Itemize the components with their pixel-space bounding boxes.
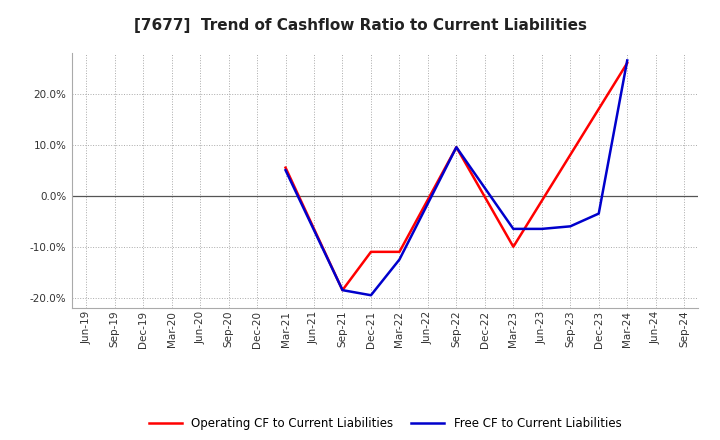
Legend: Operating CF to Current Liabilities, Free CF to Current Liabilities: Operating CF to Current Liabilities, Fre…: [144, 412, 626, 435]
Free CF to Current Liabilities: [509, 226, 518, 231]
Free CF to Current Liabilities: [452, 145, 461, 150]
Operating CF to Current Liabilities: [338, 287, 347, 293]
Line: Free CF to Current Liabilities: Free CF to Current Liabilities: [286, 60, 627, 295]
Free CF to Current Liabilities: [366, 293, 375, 298]
Free CF to Current Liabilities: [595, 211, 603, 216]
Free CF to Current Liabilities: [395, 257, 404, 262]
Operating CF to Current Liabilities: [366, 249, 375, 254]
Line: Operating CF to Current Liabilities: Operating CF to Current Liabilities: [286, 63, 627, 290]
Operating CF to Current Liabilities: [509, 244, 518, 249]
Free CF to Current Liabilities: [537, 226, 546, 231]
Operating CF to Current Liabilities: [623, 60, 631, 66]
Free CF to Current Liabilities: [623, 58, 631, 63]
Free CF to Current Liabilities: [338, 287, 347, 293]
Operating CF to Current Liabilities: [395, 249, 404, 254]
Free CF to Current Liabilities: [282, 168, 290, 173]
Text: [7677]  Trend of Cashflow Ratio to Current Liabilities: [7677] Trend of Cashflow Ratio to Curren…: [133, 18, 587, 33]
Free CF to Current Liabilities: [566, 224, 575, 229]
Operating CF to Current Liabilities: [282, 165, 290, 170]
Operating CF to Current Liabilities: [452, 145, 461, 150]
